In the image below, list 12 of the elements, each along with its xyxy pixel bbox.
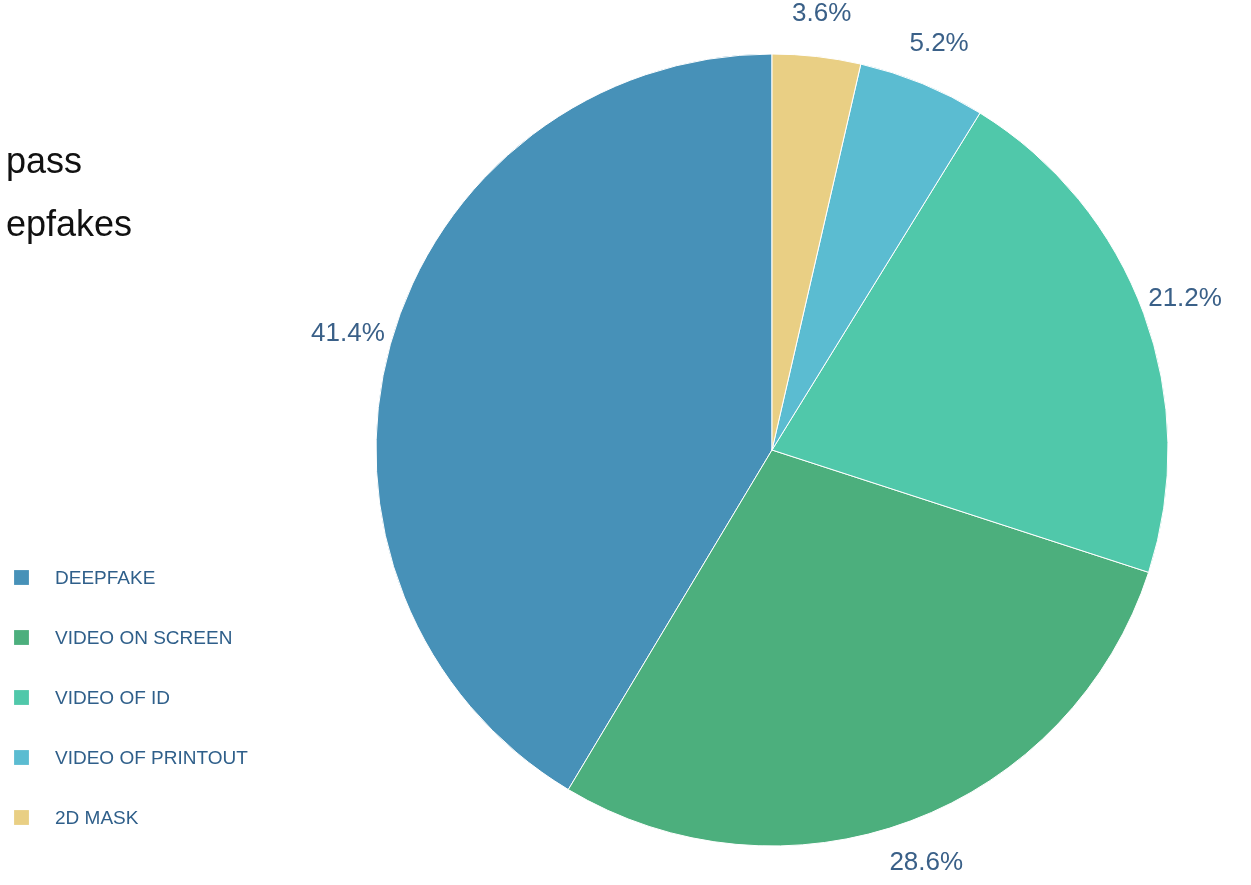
data-label: 5.2%: [909, 26, 969, 57]
data-label: 21.2%: [1148, 282, 1222, 313]
data-label: 3.6%: [792, 0, 852, 27]
data-label: 28.6%: [889, 846, 964, 877]
legend-label: VIDEO ON SCREEN: [55, 626, 233, 648]
text: pass: [6, 140, 83, 181]
legend-label: VIDEO OF PRINTOUT: [55, 746, 249, 768]
text: epfakes: [6, 203, 133, 244]
data-label: 41.4%: [311, 316, 385, 347]
legend-label: VIDEO OF ID: [55, 686, 171, 708]
legend-label: 2D MASK: [55, 806, 139, 828]
legend-label: DEEPFAKE: [55, 566, 156, 588]
